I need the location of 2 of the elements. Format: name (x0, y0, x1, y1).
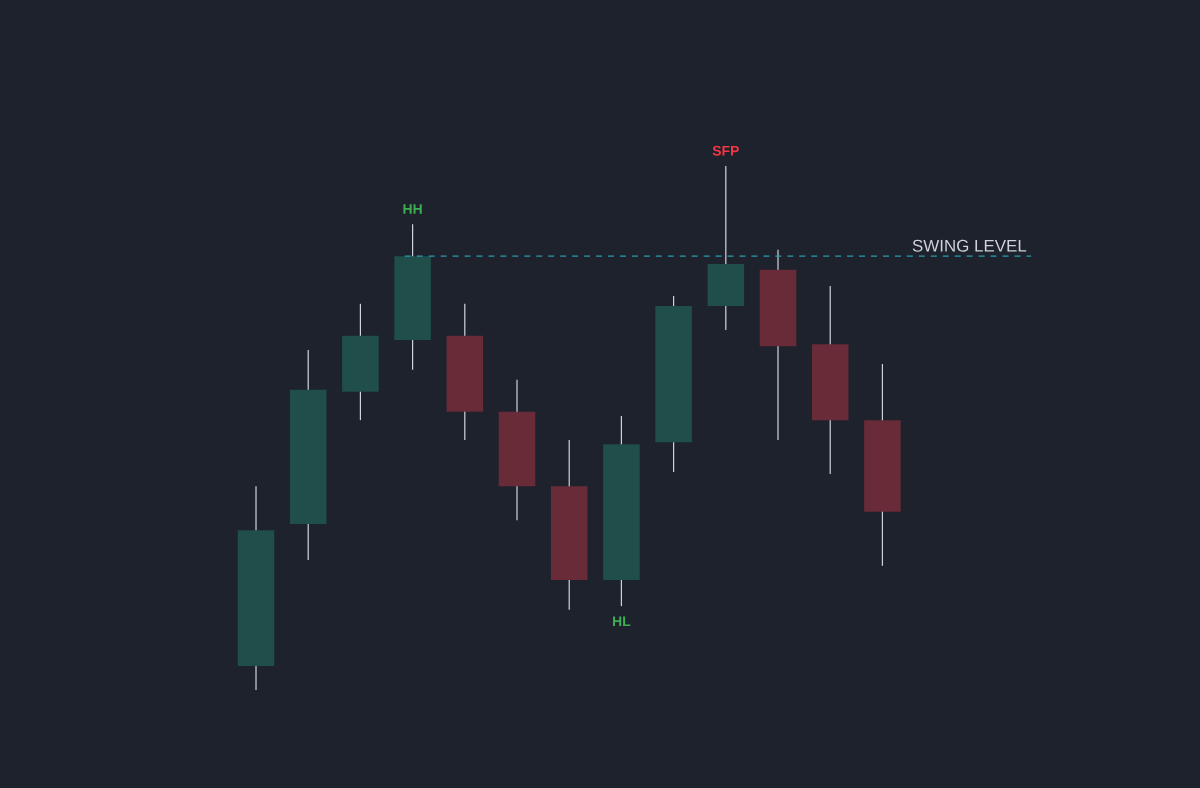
ref-line-label: SWING LEVEL (912, 239, 1027, 252)
candlestick (707, 165, 745, 331)
